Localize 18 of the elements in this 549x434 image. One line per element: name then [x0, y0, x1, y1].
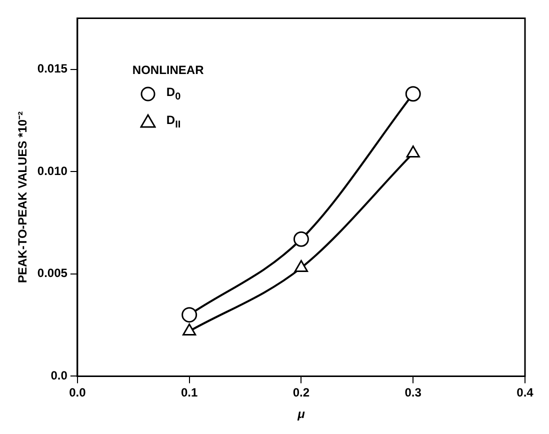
y-tick-label: 0.015: [37, 62, 68, 76]
point: [182, 323, 196, 336]
y-tick-label: 0.010: [37, 164, 68, 178]
y-axis-title: PEAK-TO-PEAK VALUES *10⁻²: [16, 111, 30, 283]
x-tick-label: 0.0: [69, 386, 86, 400]
x-tick-label: 0.1: [180, 386, 198, 400]
x-tick-label: 0.4: [516, 386, 534, 400]
point: [293, 231, 309, 247]
point: [294, 260, 308, 272]
y-tick-label: 0.0: [50, 368, 68, 383]
legend-label: D$_{0}$: [166, 85, 181, 103]
x-tick-label: 0.3: [404, 386, 422, 400]
legend-label: D$_{II}$: [166, 112, 181, 130]
y-tick-label: 0.005: [37, 266, 68, 280]
point: [405, 86, 421, 102]
x-tick-label: 0.2: [292, 386, 310, 400]
legend-title: NONLINEAR: [132, 63, 204, 78]
x-axis-title: μ: [296, 407, 306, 422]
